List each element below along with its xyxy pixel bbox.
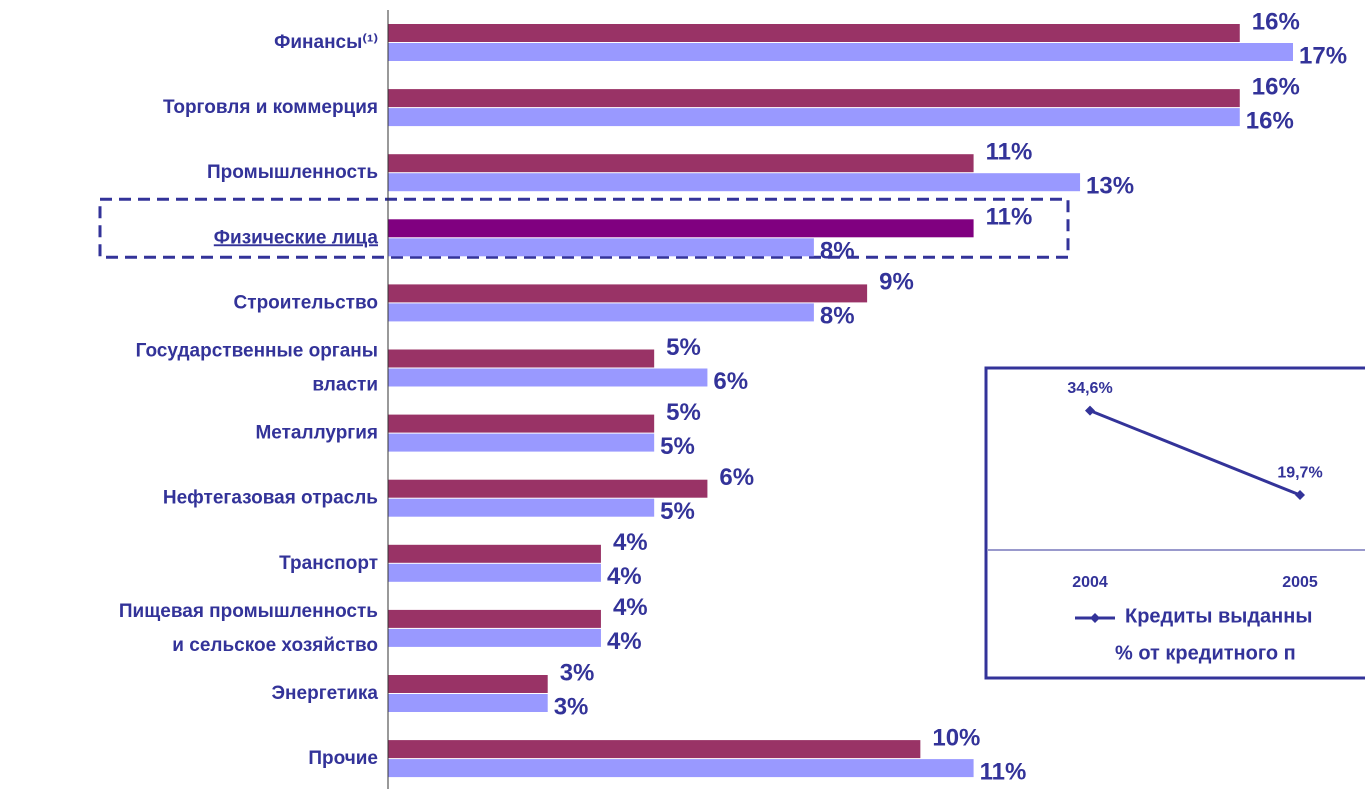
bar (388, 498, 655, 517)
value-label: 6% (719, 464, 754, 491)
bar (388, 759, 974, 778)
value-label: 13% (1086, 173, 1134, 200)
inset-frame (984, 366, 1365, 680)
bar (388, 219, 974, 238)
bar (388, 368, 708, 387)
category-label: Торговля и коммерция (163, 97, 378, 118)
legend-marker (1090, 613, 1100, 623)
bar (388, 24, 1240, 42)
value-label: 5% (666, 334, 701, 361)
value-label: 4% (607, 628, 642, 655)
line (1089, 409, 1301, 497)
point (1295, 490, 1305, 501)
bar (388, 349, 655, 368)
value-label: 17% (1299, 42, 1347, 69)
bar (388, 433, 655, 452)
value-label: 16% (1252, 73, 1300, 100)
value-label: 11% (986, 139, 1033, 166)
x-tick-label: 2005 (1282, 574, 1318, 591)
value-label: 19,7% (1277, 464, 1322, 481)
category-label: Государственные органы власти (136, 341, 378, 396)
value-label: 6% (713, 368, 748, 395)
value-label: 11% (986, 204, 1033, 231)
bar (388, 238, 814, 257)
point (1085, 405, 1095, 416)
value-label: 34,6% (1067, 380, 1112, 397)
value-label: 3% (560, 659, 595, 686)
category-label: Физические лица (214, 227, 379, 248)
value-label: 10% (932, 724, 980, 751)
bar (388, 108, 1240, 127)
value-label: 5% (660, 498, 695, 525)
bar (388, 414, 655, 433)
bar (388, 43, 1293, 61)
bar (388, 694, 548, 712)
category-label: Пищевая промышленность и сельское хозяйст… (119, 601, 378, 656)
value-label: 9% (879, 269, 914, 296)
bar (388, 154, 974, 173)
bar (388, 303, 814, 322)
category-label: Нефтегазовая отрасль (163, 488, 378, 509)
category-label: Строительство (234, 292, 378, 313)
value-label: 4% (613, 594, 648, 621)
value-label: 11% (980, 758, 1027, 785)
highlight-box (98, 197, 1070, 259)
category-label: Транспорт (279, 553, 378, 574)
bar (388, 89, 1240, 108)
bar (388, 563, 601, 582)
legend-label: Кредиты выданны% от кредитного п (1115, 606, 1312, 665)
value-label: 8% (820, 238, 855, 265)
bar (388, 479, 708, 498)
value-label: 16% (1246, 107, 1294, 134)
value-label: 5% (666, 399, 701, 426)
category-label: Прочие (308, 748, 378, 769)
bar (388, 628, 601, 647)
bar (388, 284, 868, 303)
bar (388, 740, 921, 759)
bar (388, 173, 1081, 192)
value-label: 8% (820, 303, 855, 330)
value-label: 16% (1252, 8, 1300, 35)
value-label: 3% (554, 693, 589, 720)
category-label: Металлургия (255, 423, 378, 444)
value-label: 4% (607, 563, 642, 590)
category-label: Промышленность (207, 162, 378, 183)
category-label: Энергетика (272, 683, 379, 704)
bar (388, 609, 601, 628)
bar (388, 544, 601, 563)
bar (388, 675, 548, 693)
value-label: 4% (613, 529, 648, 556)
x-tick-label: 2004 (1072, 574, 1108, 591)
value-label: 5% (660, 433, 695, 460)
category-label: Финансы⁽¹⁾ (274, 32, 378, 53)
